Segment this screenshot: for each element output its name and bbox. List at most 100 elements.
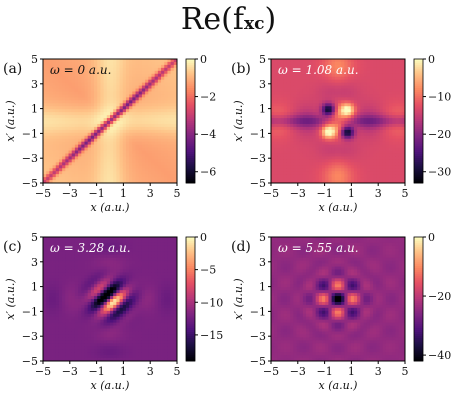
heatmap-cell [290,162,294,166]
heatmap-cell [132,343,136,347]
heatmap-cell [71,129,76,134]
heatmap-cell [68,237,73,241]
heatmap-cell [389,118,393,122]
heatmap-cell [125,64,130,69]
heatmap-cell [129,168,133,172]
heatmap-cell [65,316,69,321]
heatmap-cell [90,115,95,119]
heatmap-cell [164,109,168,113]
heatmap-cell [347,132,352,137]
heatmap-cell [81,106,85,110]
heatmap-cell [78,109,82,113]
heatmap-cell [52,70,57,75]
heatmap-cell [78,82,82,86]
heatmap-cell [74,272,79,276]
heatmap-cell [347,126,352,131]
heatmap-cell [379,61,384,66]
heatmap-cell [132,123,136,128]
heatmap-cell [328,85,333,89]
heatmap-cell [119,171,124,175]
heatmap-cell [106,144,111,148]
heatmap-cell [341,67,345,72]
heatmap-cell [113,112,117,116]
heatmap-cell [306,156,310,160]
heatmap-cell [392,88,396,92]
heatmap-cell [132,237,136,241]
heatmap-cell [52,322,57,326]
heatmap-cell [78,328,82,332]
heatmap-cell [331,129,336,134]
heatmap-cell [90,248,95,253]
heatmap-cell [113,316,117,321]
x-tick-label: −1 [316,187,332,200]
heatmap-cell [341,94,345,98]
heatmap-cell [122,112,127,116]
heatmap-cell [74,343,79,347]
heatmap-cell [49,168,53,172]
heatmap-cell [309,91,313,95]
heatmap-cell [132,180,136,184]
heatmap-cell [366,150,371,154]
heatmap-cell [135,156,140,160]
heatmap-cell [271,61,275,66]
heatmap-cell [94,278,98,282]
heatmap-cell [106,123,111,128]
heatmap-cell [141,156,146,160]
heatmap-cell [398,153,403,157]
heatmap-cell [366,180,371,184]
heatmap-cell [274,79,278,84]
heatmap-cell [43,126,47,131]
heatmap-cell [328,156,333,160]
heatmap-cell [62,100,66,104]
heatmap-cell [357,59,361,63]
heatmap-cell [90,316,95,321]
heatmap-cell [81,237,85,241]
heatmap-cell [322,73,326,78]
heatmap-cell [62,64,66,69]
heatmap-cell [141,147,146,151]
heatmap-cell [376,123,380,128]
heatmap-cell [325,59,329,63]
heatmap-cell [389,135,393,140]
heatmap-cell [363,88,368,92]
heatmap-cell [395,73,400,78]
heatmap-cell [58,272,63,276]
heatmap-cell [81,115,85,119]
heatmap-cell [293,153,297,157]
heatmap-cell [46,328,50,332]
heatmap-cell [90,174,95,178]
heatmap-cell [103,88,108,92]
heatmap-cell [161,73,165,78]
heatmap-cell [148,162,152,166]
heatmap-cell [49,278,53,282]
heatmap-cell [334,174,339,178]
heatmap-cell [344,171,348,175]
heatmap-cell [401,123,406,128]
heatmap-cell [84,147,89,151]
heatmap-cell [389,162,393,166]
heatmap-cell [94,118,98,122]
heatmap-cell [151,156,156,160]
heatmap-cell [78,260,82,264]
heatmap-cell [100,316,105,321]
heatmap-cell [389,177,393,181]
heatmap-cell [274,165,278,169]
heatmap-cell [353,79,358,84]
heatmap-cell [338,165,342,169]
heatmap-cell [293,82,297,86]
heatmap-cell [341,135,345,140]
heatmap-cell [283,153,288,157]
heatmap-cell [43,237,47,241]
heatmap-cell [135,70,140,75]
heatmap-cell [58,290,63,294]
heatmap-cell [46,118,50,122]
heatmap-cell [280,67,285,72]
heatmap-cell [360,180,364,184]
heatmap-cell [71,334,76,338]
heatmap-cell [376,126,380,131]
heatmap-cell [161,103,165,107]
heatmap-cell [71,156,76,160]
heatmap-cell [315,159,320,163]
heatmap-cell [90,328,95,332]
heatmap-cell [129,103,133,107]
